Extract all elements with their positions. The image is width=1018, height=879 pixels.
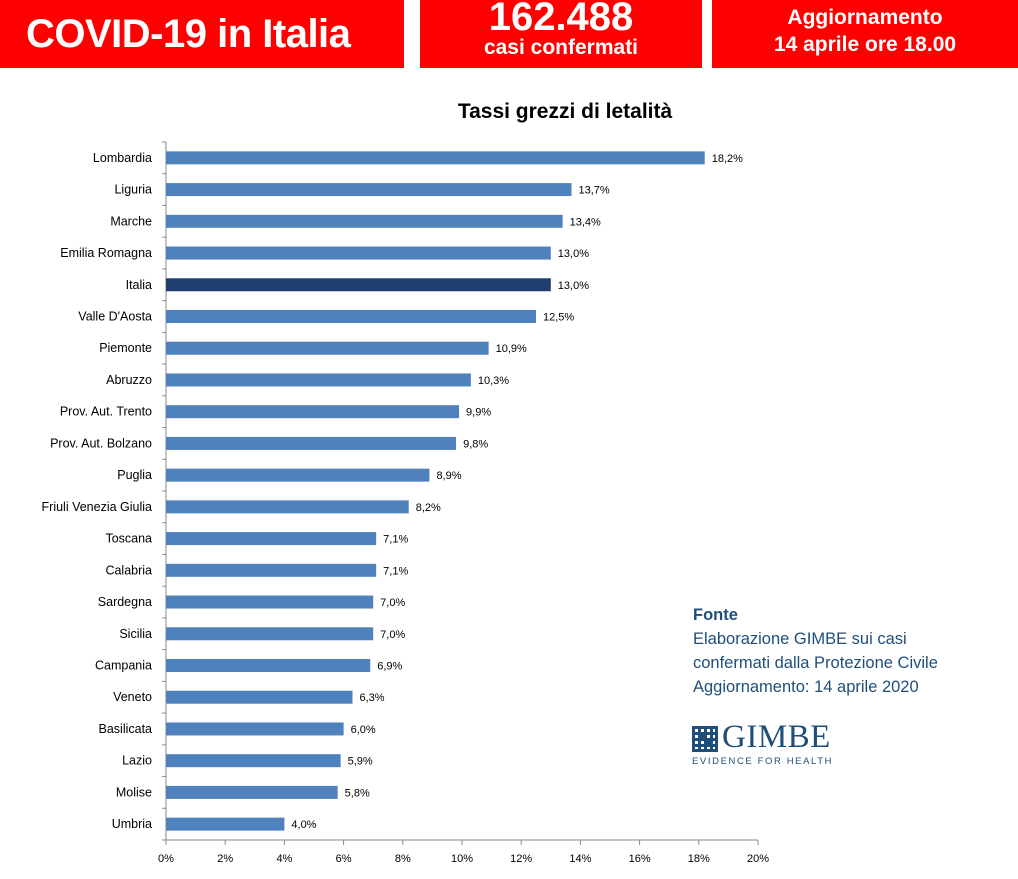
value-label: 6,0% [351, 724, 376, 736]
source-line-3: Aggiornamento: 14 aprile 2020 [693, 678, 919, 696]
source-note: Fonte Elaborazione GIMBE sui casi confer… [693, 603, 938, 699]
gimbe-grid-icon [692, 726, 718, 752]
source-line-1: Elaborazione GIMBE sui casi [693, 630, 907, 648]
category-label: Liguria [114, 183, 152, 197]
category-label: Lombardia [93, 151, 152, 165]
bar [166, 214, 563, 228]
x-tick-label: 0% [158, 853, 174, 865]
bar [166, 659, 371, 672]
banner-title: COVID-19 in Italia [0, 0, 404, 68]
bar [166, 183, 572, 197]
bar [166, 151, 705, 165]
bar [166, 817, 285, 831]
value-label: 9,8% [463, 438, 488, 450]
x-tick-label: 8% [395, 853, 411, 865]
bar [166, 246, 551, 260]
x-tick-label: 16% [629, 853, 651, 865]
category-label: Valle D'Aosta [78, 310, 152, 324]
value-label: 13,4% [570, 216, 601, 228]
bar [166, 310, 536, 323]
value-label: 8,9% [436, 470, 461, 482]
category-label: Sicilia [119, 627, 152, 641]
category-label: Veneto [113, 690, 152, 704]
category-label: Abruzzo [106, 373, 152, 387]
category-label: Lazio [122, 754, 152, 768]
value-label: 9,9% [466, 407, 491, 419]
update-banner: Aggiornamento 14 aprile ore 18.00 [712, 0, 1018, 68]
cases-label: casi confermati [483, 36, 639, 59]
bar [166, 341, 489, 355]
value-label: 18,2% [712, 153, 743, 165]
category-label: Puglia [117, 468, 152, 482]
value-label: 13,7% [579, 185, 610, 197]
category-label: Molise [116, 785, 152, 799]
bar [166, 373, 471, 387]
source-line-2: confermati dalla Protezione Civile [693, 654, 938, 672]
bar [166, 595, 374, 609]
category-label: Prov. Aut. Trento [60, 405, 152, 419]
update-date: 14 aprile ore 18.00 [773, 33, 957, 56]
bar [166, 563, 377, 577]
bar [166, 754, 341, 768]
chart-title: Tassi grezzi di letalità [457, 100, 673, 123]
category-label: Toscana [105, 532, 152, 546]
x-tick-label: 4% [276, 853, 292, 865]
value-label: 5,8% [345, 787, 370, 799]
bar [166, 278, 551, 292]
bar [166, 627, 374, 641]
value-label: 6,9% [377, 661, 402, 673]
value-label: 13,0% [558, 248, 589, 260]
bar [166, 722, 344, 736]
source-heading: Fonte [693, 606, 738, 624]
category-label: Calabria [105, 563, 152, 577]
value-label: 7,0% [380, 597, 405, 609]
logo-name: GIMBE [722, 719, 831, 755]
category-label: Basilicata [99, 722, 153, 736]
bar [166, 468, 430, 482]
x-tick-label: 2% [217, 853, 233, 865]
value-label: 8,2% [416, 502, 441, 514]
value-label: 5,9% [348, 756, 373, 768]
category-label: Friuli Venezia Giulia [42, 500, 153, 514]
bar [166, 500, 409, 514]
update-label: Aggiornamento [787, 6, 943, 29]
category-label: Italia [126, 278, 152, 292]
value-label: 12,5% [543, 312, 574, 324]
cases-banner: 162.488 casi confermati [420, 0, 702, 68]
logo-tagline: EVIDENCE FOR HEALTH [692, 756, 834, 767]
category-label: Emilia Romagna [60, 246, 152, 260]
bar [166, 532, 377, 546]
value-label: 6,3% [359, 692, 384, 704]
value-label: 7,1% [383, 534, 408, 546]
category-label: Campania [95, 659, 152, 673]
value-label: 7,0% [380, 629, 405, 641]
x-tick-label: 12% [510, 853, 532, 865]
x-tick-label: 10% [451, 853, 473, 865]
value-label: 4,0% [291, 819, 316, 831]
value-label: 13,0% [558, 280, 589, 292]
x-tick-label: 20% [747, 853, 769, 865]
value-label: 7,1% [383, 565, 408, 577]
category-label: Sardegna [98, 595, 152, 609]
bar [166, 785, 338, 799]
value-label: 10,3% [478, 375, 509, 387]
bar [166, 690, 353, 704]
category-label: Marche [110, 214, 152, 228]
category-label: Piemonte [99, 341, 152, 355]
value-label: 10,9% [496, 343, 527, 355]
bar [166, 436, 457, 450]
bar [166, 405, 460, 419]
category-label: Prov. Aut. Bolzano [50, 436, 152, 450]
cases-number: 162.488 [488, 0, 634, 39]
x-tick-label: 6% [336, 853, 352, 865]
x-tick-label: 14% [569, 853, 591, 865]
x-tick-label: 18% [688, 853, 710, 865]
category-label: Umbria [112, 817, 152, 831]
page-title: COVID-19 in Italia [26, 11, 351, 56]
